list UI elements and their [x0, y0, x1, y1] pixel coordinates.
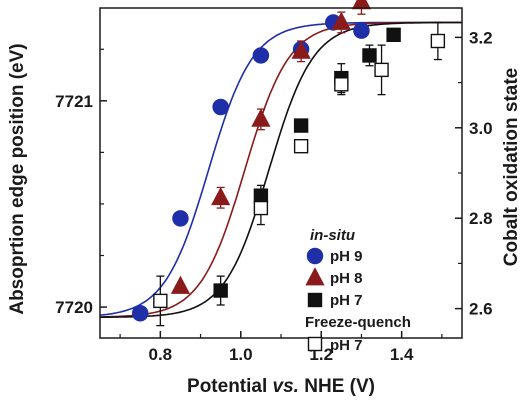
data-points — [131, 0, 446, 327]
x-axis-title-italic: vs. — [273, 376, 299, 397]
x-tick-label: 0.8 — [149, 345, 173, 364]
data-point — [334, 77, 349, 92]
data-point — [153, 293, 168, 309]
data-point — [293, 118, 309, 133]
fit-curve-0 — [99, 21, 462, 316]
data-point — [293, 138, 309, 154]
data-point — [253, 200, 269, 216]
y-right-axis-title: Cobalt oxidation state — [501, 68, 522, 266]
x-axis-title-post: NHE (V) — [299, 376, 375, 397]
y-right-tick-label: 2.6 — [469, 300, 493, 319]
y-right-tick-label: 3.0 — [469, 119, 493, 138]
legend-label: pH 7 — [330, 337, 363, 354]
legend-label: pH 8 — [330, 270, 363, 287]
fit-curve-1 — [99, 21, 462, 318]
legend-marker — [305, 267, 325, 286]
x-tick-label: 1.0 — [229, 345, 253, 364]
y-axis-title: Absoprtion edge position (eV) — [7, 43, 28, 314]
data-point — [252, 47, 270, 64]
x-axis-title-pre: Potential — [187, 376, 273, 397]
data-point — [430, 33, 446, 49]
y-tick-label: 7720 — [55, 298, 93, 317]
data-point — [212, 98, 229, 116]
data-point — [331, 11, 351, 30]
legend-marker — [307, 336, 323, 352]
legend-group-title-freeze-quench: Freeze-quench — [305, 314, 411, 331]
legend: in-situ pH 9 pH 8 pH 7 Freeze-quench pH 7 — [305, 227, 411, 354]
data-point — [251, 108, 271, 127]
legend-group-title-in-situ: in-situ — [310, 227, 355, 244]
fit-curve-2 — [100, 21, 462, 318]
legend-label: pH 9 — [330, 248, 363, 265]
y-tick-label: 7721 — [55, 92, 93, 111]
x-tick-label: 1.4 — [390, 345, 414, 364]
data-point — [386, 27, 401, 43]
data-point — [362, 48, 377, 63]
y-right-tick-label: 3.2 — [469, 28, 493, 47]
data-point — [213, 283, 228, 298]
y-right-tick-label: 2.8 — [469, 209, 493, 228]
data-point — [170, 275, 191, 294]
legend-marker — [307, 292, 323, 308]
data-point — [353, 22, 370, 39]
fit-curves — [99, 21, 462, 318]
data-point — [291, 40, 311, 59]
x-axis-title: Potential vs. NHE (V) — [187, 376, 375, 397]
data-point — [172, 210, 189, 227]
data-point — [131, 305, 149, 322]
legend-label: pH 7 — [330, 292, 363, 309]
data-point — [211, 186, 231, 206]
legend-marker — [306, 247, 324, 265]
data-point — [374, 62, 389, 78]
plot-frame — [99, 7, 463, 339]
